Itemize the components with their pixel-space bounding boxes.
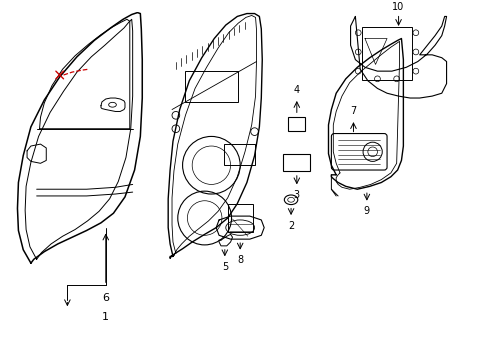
Text: 3: 3 bbox=[293, 190, 299, 200]
Text: 2: 2 bbox=[287, 221, 294, 231]
Text: 6: 6 bbox=[102, 293, 109, 303]
Text: 5: 5 bbox=[221, 262, 227, 272]
Text: 9: 9 bbox=[363, 206, 369, 216]
Text: 1: 1 bbox=[102, 312, 109, 322]
Bar bbox=[361, 27, 411, 80]
Text: 8: 8 bbox=[237, 255, 243, 265]
Bar bbox=[287, 117, 305, 131]
Bar bbox=[227, 204, 252, 233]
Text: 7: 7 bbox=[349, 107, 356, 117]
Text: 4: 4 bbox=[293, 85, 299, 95]
Bar bbox=[283, 154, 309, 171]
Bar bbox=[224, 144, 254, 165]
Text: 10: 10 bbox=[392, 2, 404, 12]
Bar bbox=[185, 71, 238, 102]
